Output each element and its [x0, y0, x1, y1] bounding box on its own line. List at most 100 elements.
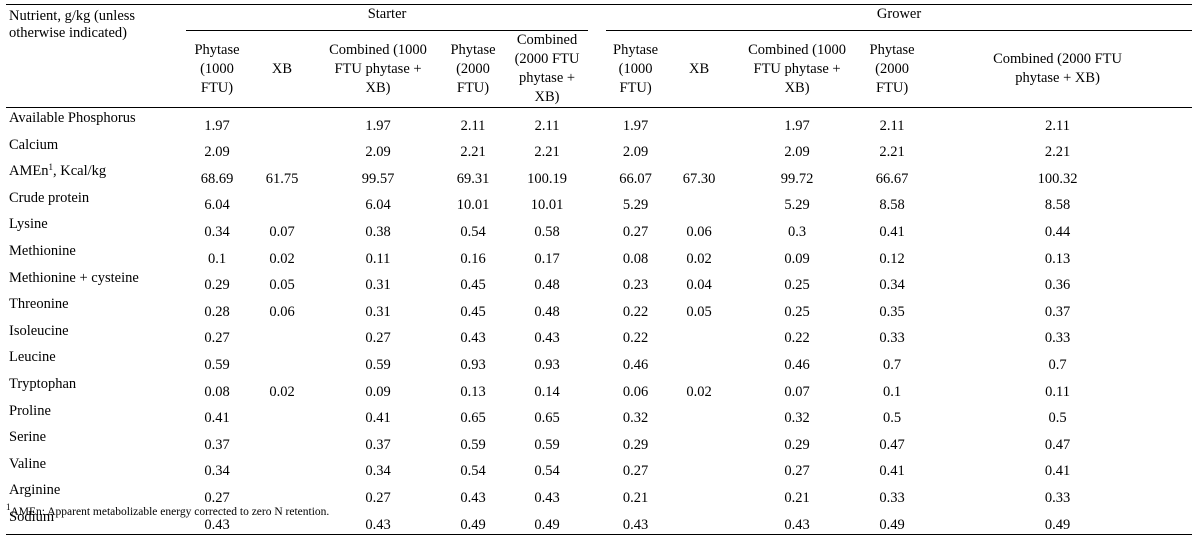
row-label-superscript: 1: [48, 162, 53, 173]
table-cell: 2.21: [534, 144, 560, 161]
table-row: Threonine 0.28 0.06 0.31 0.45 0.48 0.22 0.05 0.2…: [6, 294, 1192, 321]
table-cell: 0.93: [534, 356, 560, 373]
row-label: Leucine: [6, 347, 186, 374]
row-label: Tryptophan: [6, 374, 186, 401]
table-cell: 68.69: [200, 170, 234, 187]
table-cell: 0.22: [622, 330, 649, 347]
column-header: Phytase (2000 FTU): [861, 30, 924, 108]
row-label: Arginine: [6, 480, 186, 507]
table-cell: 2.11: [1045, 117, 1070, 134]
row-label: Calcium: [6, 135, 186, 162]
table-row: AMEn1, Kcal/kg 68.69 61.75 99.57 69.31 100.19…: [6, 161, 1192, 188]
table-cell: 0.27: [204, 330, 230, 347]
gap-cell: [588, 401, 606, 428]
table-cell: 0.06: [686, 223, 712, 240]
row-label-text: Calcium: [9, 136, 59, 153]
column-header: Combined (2000 FTU phytase + XB): [506, 30, 589, 108]
table-cell: [665, 454, 733, 481]
table-cell: 0.33: [879, 330, 905, 347]
table-cell: 0.27: [365, 330, 391, 347]
row-label-text: Threonine: [9, 296, 69, 313]
row-label: Methionine + cysteine: [6, 268, 186, 295]
gap-cell: [588, 268, 606, 295]
row-label: Threonine: [6, 294, 186, 321]
table-row: Calcium 2.09 2.09 2.21 2.21 2.09 2.09 2.21 2.21: [6, 135, 1192, 162]
table-cell: 6.04: [365, 197, 391, 214]
row-label: Proline: [6, 401, 186, 428]
table-cell: 99.57: [361, 170, 395, 187]
table-cell: [248, 427, 316, 454]
table-cell: 0.49: [506, 506, 589, 535]
table-cell: [665, 480, 733, 507]
row-label: Crude protein: [6, 188, 186, 215]
row-label-text: Valine: [9, 455, 47, 472]
table-cell: 66.07: [619, 170, 652, 187]
table-cell: 67.30: [682, 170, 716, 187]
table-cell: 0.5: [883, 410, 902, 427]
table-cell: 0.58: [534, 223, 560, 240]
table-cell: 0.59: [365, 356, 391, 373]
table-cell: 0.5: [1048, 410, 1067, 427]
table-cell: [665, 401, 733, 428]
gap-cell: [588, 161, 606, 188]
table-cell: 0.06: [269, 303, 295, 320]
table-cell: 0.48: [534, 277, 560, 294]
table-cell: 0.59: [460, 436, 486, 453]
table-cell: 2.11: [460, 117, 486, 134]
table-cell: 2.09: [365, 144, 391, 161]
table-cell: 0.02: [269, 250, 295, 267]
table-cell: 0.07: [269, 223, 295, 240]
row-label: Methionine: [6, 241, 186, 268]
table-cell: 0.05: [686, 303, 712, 320]
table-cell: 0.41: [879, 463, 905, 480]
table-cell: 8.58: [1044, 197, 1071, 214]
row-label-text: Isoleucine: [9, 322, 69, 339]
table-cell: 0.13: [460, 383, 486, 400]
table-cell: 100.32: [1037, 170, 1078, 187]
column-header: Combined (1000 FTU phytase + XB): [316, 30, 440, 108]
table-cell: 0.08: [622, 250, 649, 267]
table-header: Nutrient, g/kg (unless otherwise indicat…: [6, 4, 1193, 108]
row-label-text: Sodium: [9, 508, 55, 525]
table-row: Methionine 0.1 0.02 0.11 0.16 0.17 0.08 0.02 0.0…: [6, 241, 1192, 268]
column-header: XB: [248, 30, 316, 108]
table-cell: [248, 135, 316, 162]
gap-cell: [588, 374, 606, 401]
table-cell: 10.01: [530, 197, 564, 214]
table-row: Valine 0.34 0.34 0.54 0.54 0.27 0.27 0.41 0.41: [6, 454, 1192, 481]
table-cell: 0.32: [784, 410, 810, 427]
table-cell: 0.02: [686, 250, 712, 267]
table-row: Arginine 0.27 0.27 0.43 0.43 0.21 0.21 0.33 0.33: [6, 480, 1192, 507]
table-cell: 0.45: [460, 303, 486, 320]
row-label-text: Proline: [9, 402, 51, 419]
gap-cell: [588, 241, 606, 268]
group-gap: [588, 4, 607, 31]
row-label-text: Arginine: [9, 482, 61, 499]
row-label-text: Methionine + cysteine: [9, 269, 139, 286]
row-label-text: Available Phosphorus: [9, 110, 136, 126]
table-cell: 2.11: [534, 117, 560, 134]
table-cell: 0.37: [204, 436, 230, 453]
table-cell: 2.09: [204, 144, 230, 161]
table-cell: 0.22: [622, 303, 649, 320]
table-cell: 2.21: [1044, 144, 1071, 161]
table-cell: 5.29: [784, 197, 810, 214]
table-cell: 0.43: [534, 489, 560, 506]
table-row: Leucine 0.59 0.59 0.93 0.93 0.46 0.46 0.7 0.7: [6, 347, 1192, 374]
nutrient-table: Nutrient, g/kg (unless otherwise indicat…: [6, 4, 1193, 535]
table-cell: 0.43: [733, 506, 862, 535]
table-cell: 0.49: [440, 506, 506, 535]
gap-cell: [588, 347, 606, 374]
gap-cell: [588, 294, 606, 321]
table-cell: 2.11: [879, 117, 905, 134]
table-cell: [248, 321, 316, 348]
table-cell: [248, 454, 316, 481]
table-cell: 2.09: [784, 144, 810, 161]
table-cell: 0.08: [204, 383, 230, 400]
group-header-row: Nutrient, g/kg (unless otherwise indicat…: [6, 4, 1193, 108]
table-row: Isoleucine 0.27 0.27 0.43 0.43 0.22 0.22 0.33 0.…: [6, 321, 1192, 348]
row-label-text: AMEn: [9, 163, 49, 180]
table-cell: 1.97: [365, 117, 391, 134]
table-cell: [665, 135, 733, 162]
table-cell: 1.97: [622, 117, 649, 134]
